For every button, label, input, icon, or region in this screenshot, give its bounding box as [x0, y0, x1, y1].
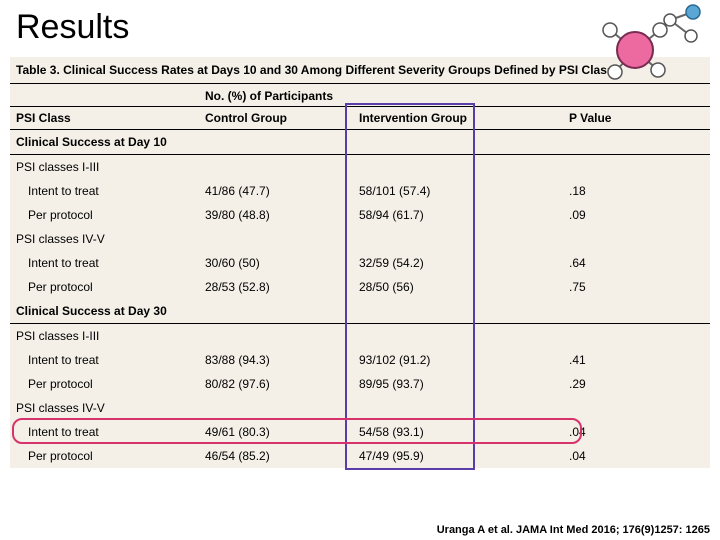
- data-row: Intent to treat49/61 (80.3)54/58 (93.1).…: [10, 420, 710, 444]
- data-row: Per protocol28/53 (52.8)28/50 (56).75: [10, 275, 710, 299]
- control-value: 39/80 (48.8): [199, 203, 353, 227]
- p-value: .09: [563, 203, 710, 227]
- row-label: Per protocol: [10, 275, 199, 299]
- intervention-value: 93/102 (91.2): [353, 348, 563, 372]
- intervention-value: 32/59 (54.2): [353, 251, 563, 275]
- section-row: Clinical Success at Day 10: [10, 130, 710, 155]
- data-row: Intent to treat30/60 (50)32/59 (54.2).64: [10, 251, 710, 275]
- control-value: 80/82 (97.6): [199, 372, 353, 396]
- row-label: Per protocol: [10, 444, 199, 468]
- row-label: Intent to treat: [10, 251, 199, 275]
- p-value: .04: [563, 420, 710, 444]
- data-row: Intent to treat83/88 (94.3)93/102 (91.2)…: [10, 348, 710, 372]
- section-title: Clinical Success at Day 10: [10, 130, 710, 155]
- group-label: PSI classes I-III: [10, 324, 710, 349]
- row-label: Intent to treat: [10, 179, 199, 203]
- p-value: .29: [563, 372, 710, 396]
- data-row: Per protocol46/54 (85.2)47/49 (95.9).04: [10, 444, 710, 468]
- control-value: 46/54 (85.2): [199, 444, 353, 468]
- p-value: .64: [563, 251, 710, 275]
- results-table: No. (%) of Participants PSI Class Contro…: [10, 84, 710, 468]
- molecule-logo: [580, 0, 710, 80]
- group-label: PSI classes IV-V: [10, 227, 710, 251]
- intervention-value: 58/94 (61.7): [353, 203, 563, 227]
- group-row: PSI classes I-III: [10, 155, 710, 180]
- row-label: Intent to treat: [10, 348, 199, 372]
- row-label: Per protocol: [10, 203, 199, 227]
- data-row: Intent to treat41/86 (47.7)58/101 (57.4)…: [10, 179, 710, 203]
- table-superheader: No. (%) of Participants: [10, 84, 710, 107]
- group-label: PSI classes I-III: [10, 155, 710, 180]
- control-value: 30/60 (50): [199, 251, 353, 275]
- data-row: Per protocol80/82 (97.6)89/95 (93.7).29: [10, 372, 710, 396]
- group-row: PSI classes IV-V: [10, 227, 710, 251]
- group-row: PSI classes I-III: [10, 324, 710, 349]
- row-label: Intent to treat: [10, 420, 199, 444]
- header-control: Control Group: [199, 107, 353, 130]
- row-label: Per protocol: [10, 372, 199, 396]
- p-value: .18: [563, 179, 710, 203]
- intervention-value: 89/95 (93.7): [353, 372, 563, 396]
- intervention-value: 28/50 (56): [353, 275, 563, 299]
- group-label: PSI classes IV-V: [10, 396, 710, 420]
- header-pvalue: P Value: [563, 107, 710, 130]
- control-value: 41/86 (47.7): [199, 179, 353, 203]
- superheader-label: No. (%) of Participants: [199, 84, 563, 107]
- header-psi: PSI Class: [10, 107, 199, 130]
- section-row: Clinical Success at Day 30: [10, 299, 710, 324]
- p-value: .75: [563, 275, 710, 299]
- p-value: .41: [563, 348, 710, 372]
- p-value: .04: [563, 444, 710, 468]
- table-header-row: PSI Class Control Group Intervention Gro…: [10, 107, 710, 130]
- group-row: PSI classes IV-V: [10, 396, 710, 420]
- control-value: 83/88 (94.3): [199, 348, 353, 372]
- control-value: 49/61 (80.3): [199, 420, 353, 444]
- data-row: Per protocol39/80 (48.8)58/94 (61.7).09: [10, 203, 710, 227]
- section-title: Clinical Success at Day 30: [10, 299, 710, 324]
- table-container: Table 3. Clinical Success Rates at Days …: [0, 57, 720, 468]
- citation: Uranga A et al. JAMA Int Med 2016; 176(9…: [437, 524, 710, 536]
- intervention-value: 54/58 (93.1): [353, 420, 563, 444]
- control-value: 28/53 (52.8): [199, 275, 353, 299]
- header-intervention: Intervention Group: [353, 107, 563, 130]
- intervention-value: 47/49 (95.9): [353, 444, 563, 468]
- intervention-value: 58/101 (57.4): [353, 179, 563, 203]
